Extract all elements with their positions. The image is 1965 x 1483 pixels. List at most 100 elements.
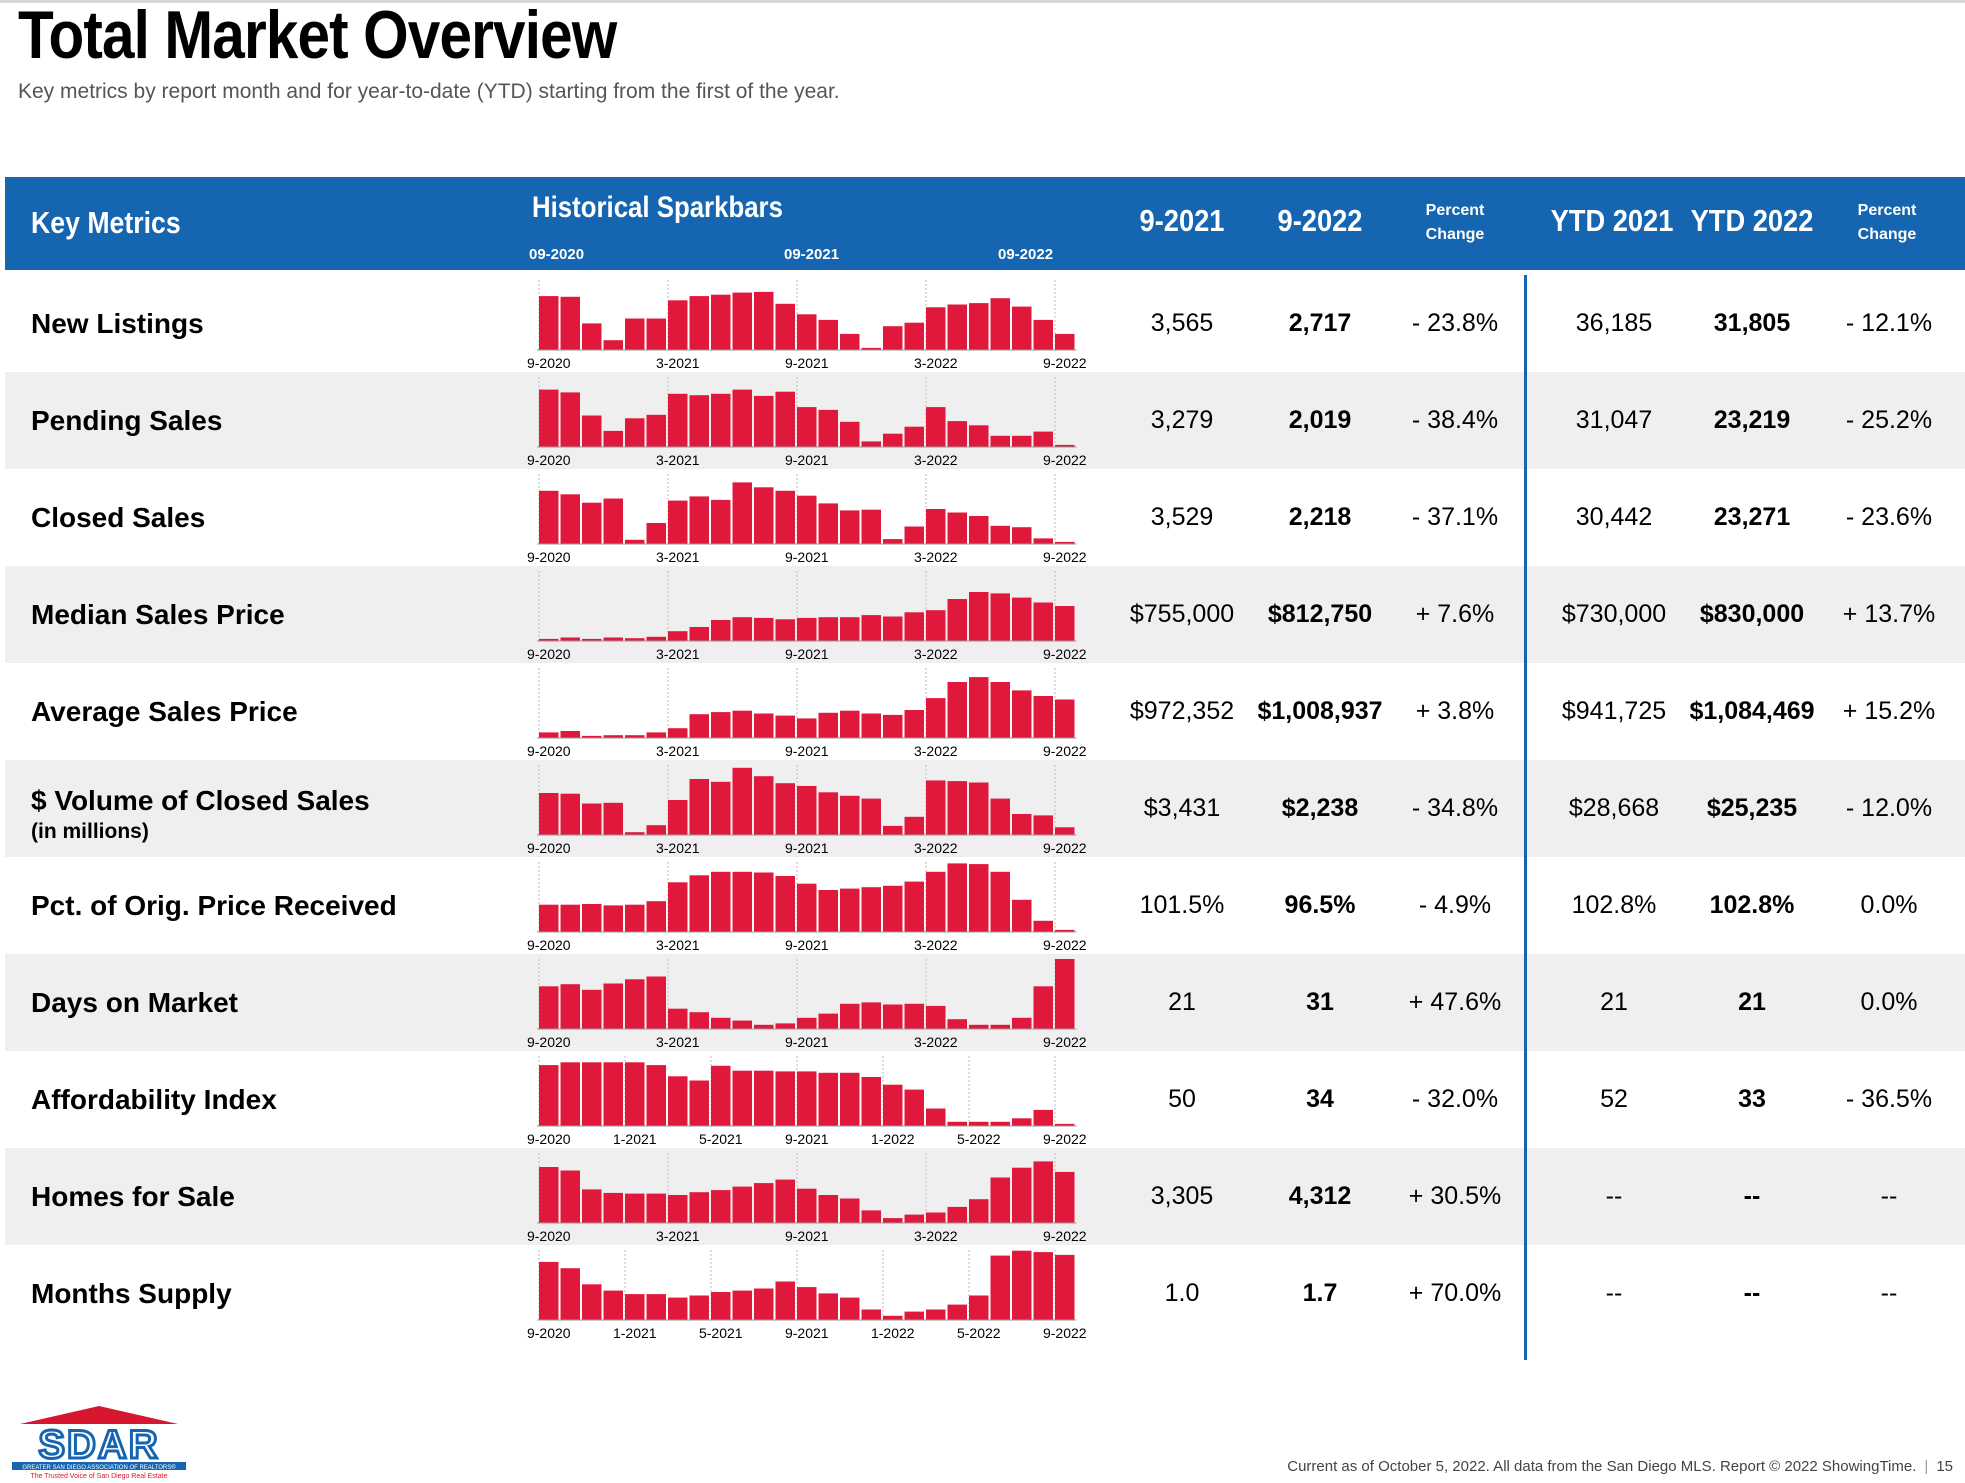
- sparkbar: [926, 610, 946, 641]
- sparkbar: [1055, 1123, 1075, 1126]
- pct-change-ytd: - 12.0%: [1845, 794, 1933, 822]
- sparkbar: [646, 1065, 666, 1126]
- sparkbar: [797, 1071, 817, 1126]
- metric-row: Homes for Sale 3,305 4,312 + 30.5% -- -- -- 9-2…: [5, 1148, 1965, 1245]
- sparkbar: [775, 619, 795, 641]
- footer-text: Current as of October 5, 2022. All data …: [1287, 1458, 1917, 1475]
- sparkbar: [990, 435, 1010, 447]
- page-title: Total Market Overview: [18, 0, 617, 73]
- pct-change-ytd: - 12.1%: [1845, 309, 1933, 337]
- sparkbar-tick-label: 9-2020: [527, 1131, 571, 1147]
- value-9-2022: 4,312: [1288, 1182, 1352, 1210]
- sparkbar-tick-label: 9-2022: [1043, 743, 1087, 759]
- value-9-2021: 3,529: [1150, 503, 1214, 531]
- value-9-2021: $972,352: [1129, 697, 1235, 725]
- value-9-2022: 31: [1306, 988, 1334, 1016]
- sparkbar: [947, 863, 967, 932]
- sparkbar: [969, 782, 989, 835]
- sparkbar: [539, 904, 559, 932]
- sparkbar: [969, 864, 989, 932]
- footer: Current as of October 5, 2022. All data …: [1287, 1458, 1953, 1475]
- sparkbar: [840, 1297, 860, 1320]
- metric-row: $ Volume of Closed Sales (in millions) $3,…: [5, 760, 1965, 857]
- sparkbar: [603, 1062, 623, 1126]
- sparkbar: [969, 1199, 989, 1223]
- sparkbar-tick-label: 3-2022: [914, 1228, 958, 1244]
- sparkbar: [947, 1206, 967, 1223]
- sparkbar: [689, 496, 709, 544]
- pct-change: + 70.0%: [1408, 1279, 1502, 1307]
- sparkbar: [560, 984, 580, 1029]
- sparkbar: [754, 1070, 774, 1126]
- sparkbar: [560, 1062, 580, 1126]
- sparkbar: [861, 887, 881, 932]
- metric-row: Average Sales Price $972,352 $1,008,937 + 3…: [5, 663, 1965, 760]
- sparkbar: [818, 503, 838, 544]
- sparkbar-chart: 9-2020 1-2021 5-2021 9-2021 1-2022 5-2022 9-20…: [527, 1056, 1087, 1147]
- sparkbar: [840, 1198, 860, 1223]
- sparkbar-tick-label: 9-2020: [527, 1228, 571, 1244]
- sparkbar-tick-label: 3-2021: [656, 452, 700, 468]
- sparkbar-tick-label: 9-2020: [527, 840, 571, 856]
- sparkbar: [775, 1071, 795, 1126]
- sparkbar-tick-label: 9-2022: [1043, 840, 1087, 856]
- sparkbar: [861, 798, 881, 835]
- sparkbar: [711, 1292, 731, 1320]
- pct-change: + 7.6%: [1415, 600, 1495, 628]
- sparkbar: [861, 347, 881, 350]
- sparkbar: [1033, 1161, 1053, 1223]
- pct-change-ytd: 0.0%: [1860, 988, 1918, 1016]
- value-9-2021: 1.0: [1164, 1279, 1200, 1307]
- sparkbar: [1012, 1118, 1032, 1126]
- sparkbar: [560, 1170, 580, 1223]
- sparkbar: [625, 1294, 645, 1320]
- sparkbar: [603, 430, 623, 447]
- sparkbar: [646, 1193, 666, 1223]
- value-ytd-2021: 31,047: [1575, 406, 1653, 434]
- value-9-2021: 3,279: [1150, 406, 1214, 434]
- sparkbar: [711, 393, 731, 447]
- sparkbar: [840, 1072, 860, 1126]
- sparkbar: [1033, 1252, 1053, 1320]
- metric-label: Closed Sales: [31, 502, 206, 533]
- sparkbar: [732, 292, 752, 350]
- sparkbar: [883, 1315, 903, 1320]
- sparkbar-tick-label: 3-2021: [656, 1034, 700, 1050]
- sparkbar: [539, 1065, 559, 1126]
- sparkbar: [582, 1189, 602, 1223]
- value-ytd-2021: 30,442: [1575, 503, 1653, 531]
- sparkbar: [1012, 1017, 1032, 1029]
- sparkbar-tick-label: 9-2022: [1043, 937, 1087, 953]
- metric-label: Homes for Sale: [31, 1181, 235, 1212]
- sparkbar: [689, 875, 709, 932]
- sparkbar: [560, 494, 580, 544]
- sparkbar-tick-label: 3-2022: [914, 937, 958, 953]
- sparkbar: [1033, 920, 1053, 932]
- sparkbar: [1055, 1254, 1075, 1320]
- sparkbar: [603, 498, 623, 544]
- sparkbar: [797, 1287, 817, 1320]
- sparkbar: [668, 631, 688, 641]
- sparkbar: [1012, 1167, 1032, 1223]
- sparkbar-tick-label: 3-2021: [656, 355, 700, 371]
- sparkbar: [926, 307, 946, 350]
- sparkbar: [711, 1190, 731, 1223]
- sparkbar: [754, 713, 774, 738]
- sparkbar: [1055, 959, 1075, 1029]
- sparkbar: [646, 732, 666, 738]
- sparkbar-tick-label: 9-2022: [1043, 549, 1087, 565]
- sparkbar: [883, 714, 903, 738]
- value-9-2021: 21: [1168, 988, 1196, 1016]
- value-ytd-2022: $25,235: [1706, 794, 1798, 822]
- sparkbar: [1055, 444, 1075, 447]
- sparkbar: [668, 1195, 688, 1223]
- pct-change-ytd: + 15.2%: [1842, 697, 1936, 725]
- sparkbar: [560, 296, 580, 350]
- sparkbar: [883, 825, 903, 835]
- sparkbar: [625, 979, 645, 1029]
- value-ytd-2021: --: [1605, 1182, 1623, 1210]
- sparkbar: [883, 616, 903, 641]
- svg-text:GREATER SAN DIEGO ASSOCIATION: GREATER SAN DIEGO ASSOCIATION OF REALTOR…: [22, 1464, 176, 1471]
- sparkbar: [668, 800, 688, 835]
- sparkbar: [947, 512, 967, 544]
